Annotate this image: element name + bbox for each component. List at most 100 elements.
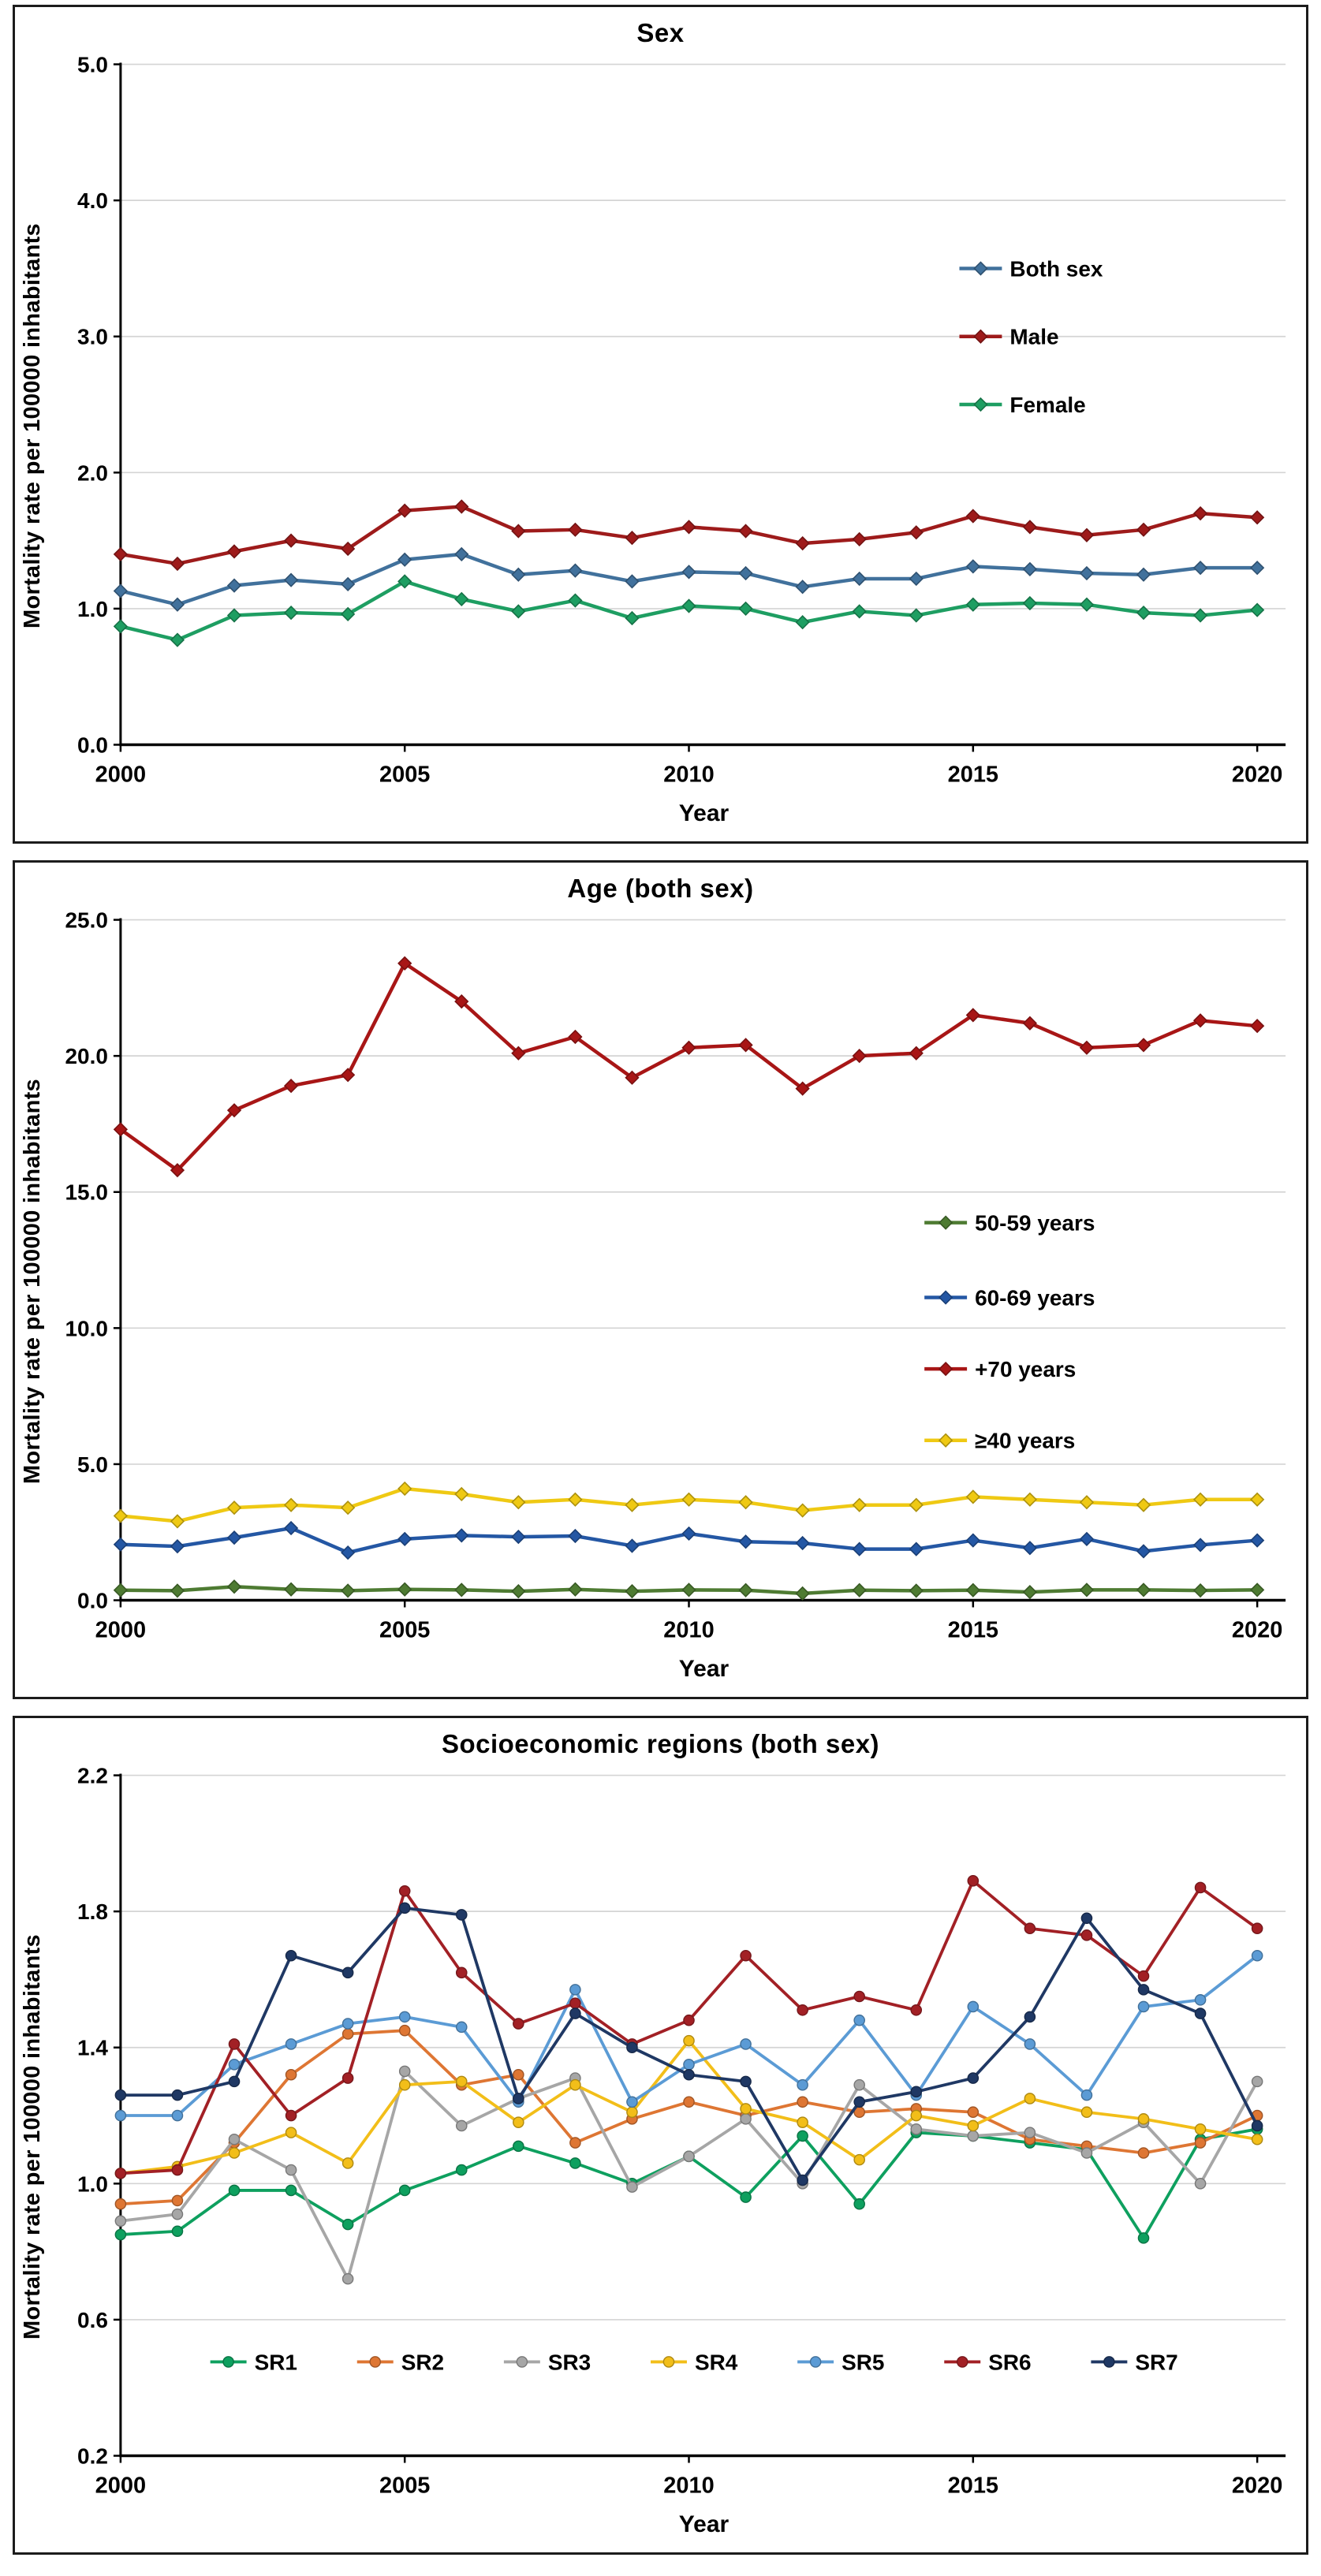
- data-point-marker: [568, 1582, 583, 1597]
- data-point-marker: [170, 1514, 185, 1529]
- data-point-marker: [965, 1489, 980, 1504]
- data-point-marker: [171, 2089, 184, 2101]
- data-point-marker: [740, 2038, 752, 2050]
- data-point-marker: [516, 2356, 528, 2368]
- data-point-marker: [1079, 1531, 1095, 1546]
- data-point-marker: [171, 2194, 184, 2207]
- data-point-marker: [1022, 1585, 1037, 1600]
- y-tick-label: 1.0: [77, 2172, 108, 2196]
- data-point-marker: [397, 1582, 412, 1597]
- data-point-marker: [569, 2078, 581, 2091]
- data-point-marker: [114, 2215, 127, 2227]
- data-point-marker: [340, 541, 356, 557]
- x-axis-label: Year: [678, 1656, 730, 1682]
- data-point-marker: [738, 524, 753, 539]
- data-point-marker: [114, 2198, 127, 2210]
- data-point-marker: [569, 2007, 581, 2019]
- data-point-marker: [1024, 2093, 1036, 2104]
- data-point-marker: [1022, 595, 1037, 611]
- data-point-marker: [114, 2168, 127, 2179]
- data-point-marker: [1136, 1038, 1151, 1053]
- y-tick-label: 15.0: [65, 1180, 107, 1205]
- data-point-marker: [113, 619, 128, 634]
- data-point-marker: [1024, 2127, 1036, 2138]
- data-point-marker: [909, 1541, 924, 1556]
- data-point-marker: [625, 1497, 640, 1512]
- data-point-marker: [1022, 520, 1037, 535]
- data-point-marker: [397, 574, 412, 589]
- y-axis-label-strip: Mortality rate per 100000 inhabitants: [15, 907, 51, 1656]
- series-both-sex: [113, 546, 1265, 612]
- data-point-marker: [852, 1541, 867, 1556]
- data-point-marker: [171, 2225, 184, 2238]
- data-point-marker: [965, 597, 980, 612]
- data-point-marker: [909, 1046, 924, 1061]
- legend-label: SR1: [255, 2350, 297, 2374]
- data-point-marker: [852, 1497, 867, 1512]
- data-point-marker: [967, 2130, 980, 2142]
- y-axis-label: Mortality rate per 100000 inhabitants: [20, 223, 46, 628]
- data-point-marker: [454, 591, 469, 606]
- data-point-marker: [397, 1481, 412, 1497]
- data-point-marker: [511, 567, 526, 582]
- data-point-marker: [228, 2184, 241, 2197]
- data-point-marker: [852, 1583, 867, 1597]
- data-point-marker: [568, 563, 583, 578]
- data-point-marker: [1080, 2089, 1093, 2101]
- legend-label: 50-59 years: [975, 1211, 1095, 1236]
- data-point-marker: [454, 1528, 469, 1543]
- y-tick-label: 25.0: [65, 908, 107, 933]
- line-chart-age: 0.0 5.0 10.0 15.0 20.0 25.0 2000 2005 2010 2015 20…: [65, 908, 1286, 1642]
- data-point-marker: [341, 2272, 354, 2285]
- data-point-marker: [738, 601, 753, 617]
- data-point-marker: [738, 1038, 753, 1053]
- legend-label: Female: [1009, 393, 1085, 417]
- data-point-marker: [1080, 2106, 1093, 2119]
- data-point-marker: [455, 2021, 468, 2034]
- data-point-marker: [683, 2059, 695, 2071]
- series-sr4: [114, 2034, 1263, 2179]
- data-point-marker: [454, 1583, 469, 1597]
- data-point-marker: [625, 1070, 640, 1085]
- legend-item-sr6: SR6: [944, 2350, 1032, 2374]
- y-axis-label: Mortality rate per 100000 inhabitants: [20, 1079, 46, 1484]
- x-tick-label: 2010: [663, 762, 714, 787]
- data-point-marker: [285, 1949, 297, 1962]
- data-point-marker: [681, 1040, 696, 1055]
- x-tick-label: 2010: [663, 2473, 714, 2498]
- data-point-marker: [285, 2164, 297, 2176]
- data-point-marker: [626, 2041, 638, 2054]
- data-point-marker: [1249, 1533, 1265, 1548]
- data-point-marker: [285, 2068, 297, 2081]
- data-point-marker: [398, 2024, 411, 2037]
- data-point-marker: [967, 2000, 980, 2013]
- data-point-marker: [1251, 1922, 1263, 1935]
- data-point-marker: [454, 1486, 469, 1502]
- data-point-marker: [511, 1495, 526, 1510]
- y-tick-label: 2.2: [77, 1764, 108, 1788]
- data-point-marker: [1103, 2356, 1115, 2368]
- legend-item-both-sex: Both sex: [959, 256, 1103, 281]
- line-chart-socioeconomic-regions: 0.2 0.6 1.0 1.4 1.8 2.2 2000 2005 2010 2015 2020 SR…: [77, 1764, 1286, 2498]
- x-tick-label: 2005: [379, 2473, 430, 2498]
- data-point-marker: [797, 2174, 808, 2186]
- data-point-marker: [853, 2096, 865, 2108]
- data-point-marker: [683, 2068, 695, 2081]
- data-point-marker: [973, 329, 988, 344]
- data-point-marker: [1194, 2123, 1207, 2135]
- data-point-marker: [852, 531, 867, 547]
- data-point-marker: [795, 580, 810, 595]
- data-point-marker: [114, 2109, 127, 2122]
- data-point-marker: [1192, 1492, 1208, 1507]
- y-tick-label: 4.0: [77, 188, 108, 213]
- data-point-marker: [1079, 1040, 1095, 1055]
- chart-panel-sex: Sex Mortality rate per 100000 inhabitant…: [13, 5, 1308, 844]
- data-point-marker: [1137, 2232, 1150, 2244]
- legend-item-60-69-years: 60-69 years: [924, 1285, 1095, 1310]
- data-point-marker: [795, 1503, 810, 1518]
- legend-label: Both sex: [1009, 256, 1103, 281]
- data-point-marker: [681, 1583, 696, 1597]
- y-axis-label: Mortality rate per 100000 inhabitants: [20, 1934, 46, 2339]
- data-point-marker: [681, 1492, 696, 1507]
- data-point-marker: [740, 2103, 752, 2115]
